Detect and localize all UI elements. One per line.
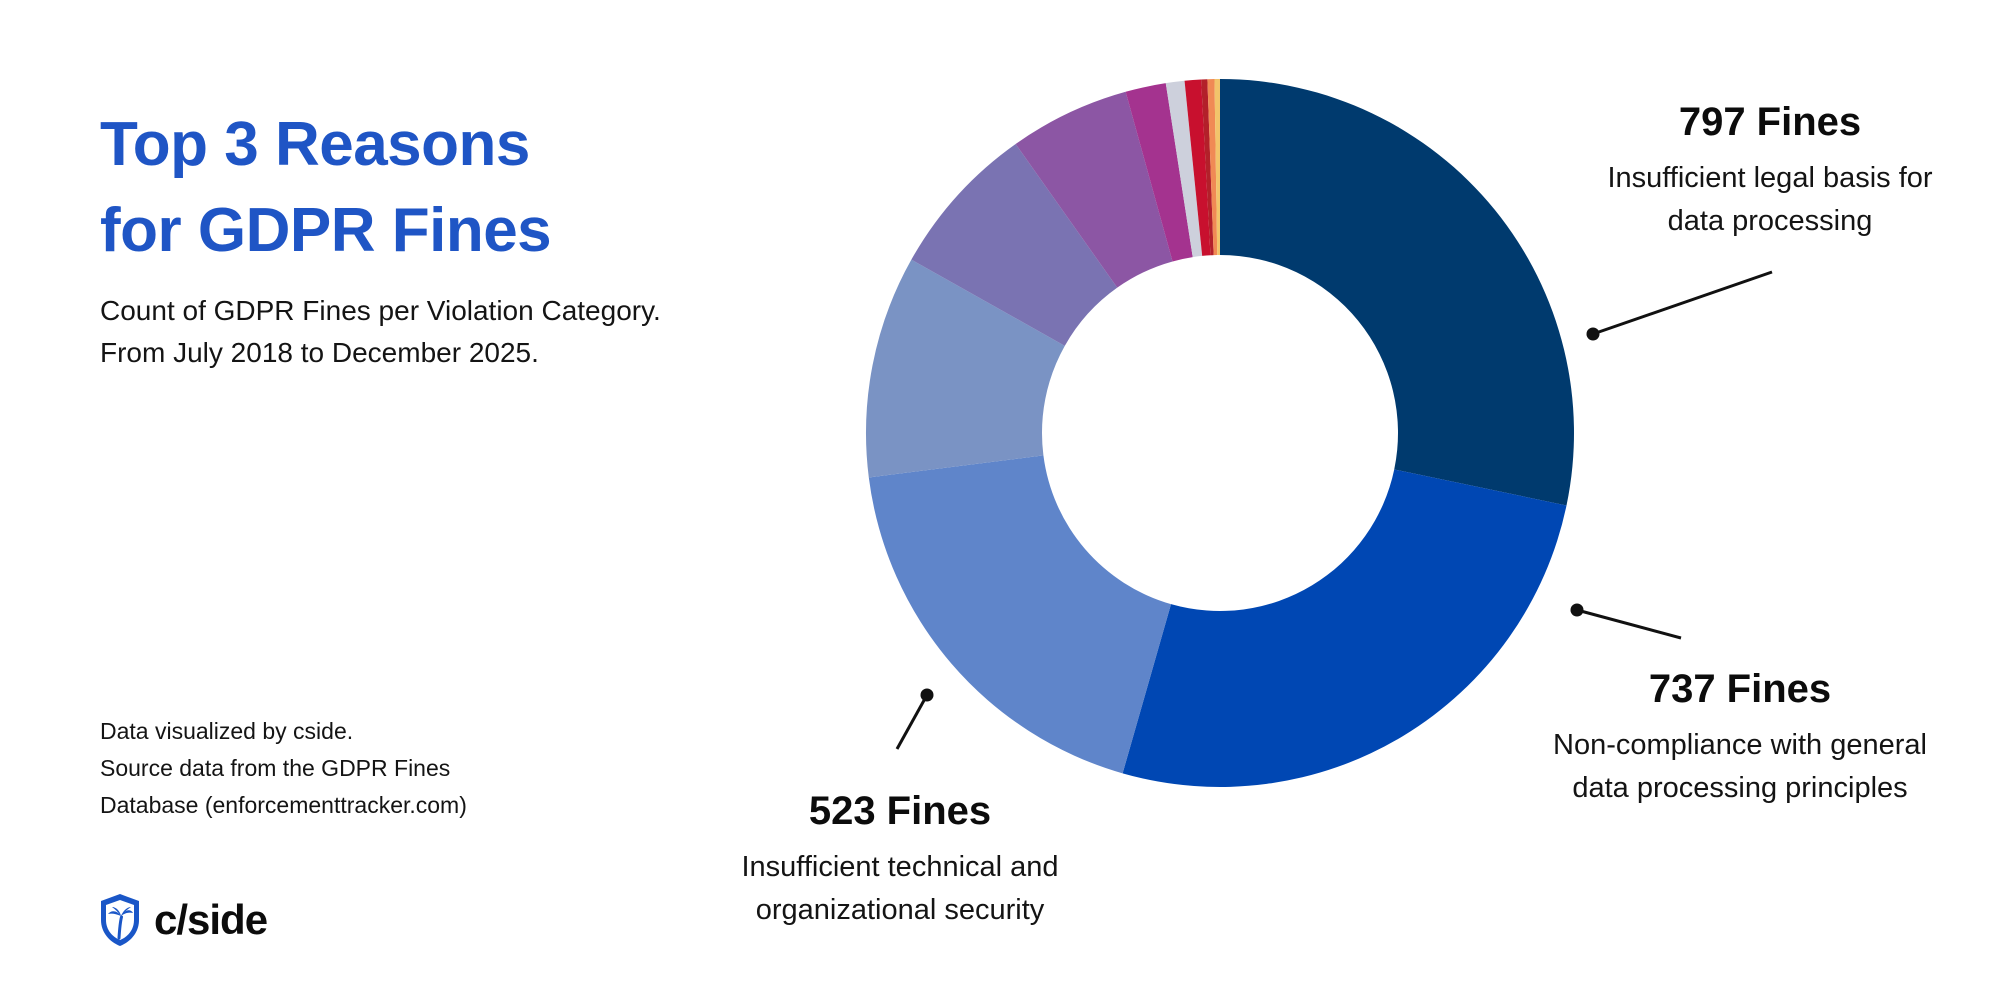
callout-desc-line-1: Insufficient technical and <box>741 851 1059 883</box>
donut-slice-4 <box>866 259 1065 478</box>
donut-slice-9 <box>1184 79 1211 256</box>
callout-count: 523 Fines <box>808 789 992 833</box>
credits-line-3: Database (enforcementtracker.com) <box>100 792 467 818</box>
donut-slice-5 <box>911 143 1118 346</box>
leader-line-3 <box>895 688 934 750</box>
donut-slices <box>866 79 1574 787</box>
credits-line-2: Source data from the GDPR Fines <box>100 755 451 781</box>
callout-desc-line-2: data processing principles <box>1572 772 1908 804</box>
leader-line-2 <box>1570 603 1682 640</box>
donut-slice-2 <box>1122 469 1567 787</box>
chart-title-line-2: for GDPR Fines <box>100 196 552 265</box>
callout-desc-line-2: data processing <box>1667 205 1873 237</box>
donut-slice-10 <box>1201 79 1214 256</box>
callout-desc-line-1: Insufficient legal basis for <box>1607 162 1933 194</box>
callout-legal-basis: 797 Fines Insufficient legal basis for d… <box>1540 95 2000 243</box>
chart-subtitle-line-1: Count of GDPR Fines per Violation Catego… <box>100 295 661 326</box>
donut-slice-6 <box>1015 91 1173 288</box>
chart-title: Top 3 Reasons for GDPR Fines <box>100 102 552 274</box>
brand-name: c/side <box>154 896 268 943</box>
callout-count: 797 Fines <box>1678 100 1862 144</box>
shield-palm-icon <box>101 894 139 946</box>
callout-count: 737 Fines <box>1648 667 1832 711</box>
donut-slice-7 <box>1125 83 1193 262</box>
chart-subtitle-line-2: From July 2018 to December 2025. <box>100 337 539 368</box>
donut-slice-3 <box>868 455 1172 774</box>
chart-subtitle: Count of GDPR Fines per Violation Catego… <box>100 290 661 374</box>
credits-line-1: Data visualized by cside. <box>100 718 354 744</box>
data-credits: Data visualized by cside. Source data fr… <box>100 713 467 824</box>
callout-desc-line-2: organizational security <box>755 894 1045 926</box>
leader-line-1 <box>1586 270 1773 341</box>
callout-technical-security: 523 Fines Insufficient technical and org… <box>670 784 1130 932</box>
callout-general-principles: 737 Fines Non-compliance with general da… <box>1510 662 1970 810</box>
brand-logo: c/side <box>98 890 268 950</box>
donut-slice-1 <box>1220 79 1574 506</box>
callout-desc-line-1: Non-compliance with general <box>1553 729 1927 761</box>
donut-slice-8 <box>1165 80 1203 258</box>
donut-slice-11 <box>1207 79 1218 256</box>
donut-slice-12 <box>1214 79 1220 256</box>
chart-title-line-1: Top 3 Reasons <box>100 110 530 179</box>
